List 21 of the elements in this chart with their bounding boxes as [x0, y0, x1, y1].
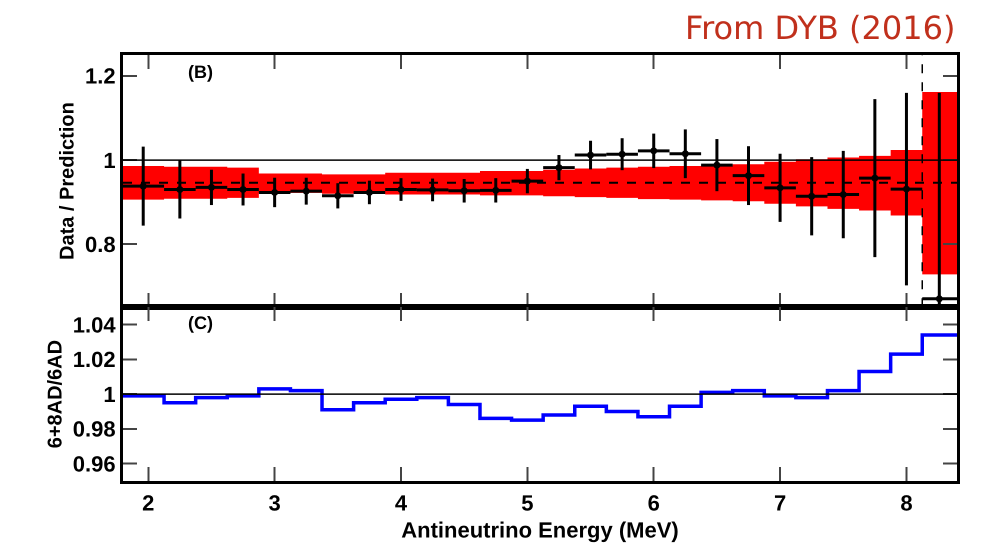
annotation: (C) — [188, 313, 213, 333]
x-axis-title: Antineutrino Energy (MeV) — [401, 517, 679, 542]
chart-title: From DYB (2016) — [685, 9, 956, 47]
y-axis-title: Data / Prediction — [56, 102, 79, 260]
y-tick-label: 1.04 — [72, 312, 116, 338]
x-tick-label: 6 — [648, 490, 660, 516]
y-tick-label: 1.02 — [72, 347, 116, 372]
x-tick-label: 8 — [900, 490, 913, 516]
y-tick-label: 1 — [103, 382, 116, 407]
annotation: (B) — [188, 62, 213, 82]
y-tick-label: 0.98 — [72, 416, 116, 442]
x-tick-label: 5 — [521, 490, 534, 516]
y-tick-label: 0.96 — [72, 451, 116, 476]
x-tick-label: 3 — [268, 490, 281, 516]
y-tick-label: 1.2 — [85, 64, 116, 89]
x-tick-label: 4 — [394, 490, 408, 516]
x-tick-label: 7 — [774, 490, 786, 516]
y-tick-label: 1 — [103, 148, 116, 173]
y-tick-label: 0.8 — [85, 232, 116, 257]
y-axis-title: 6+8AD/6AD — [44, 340, 66, 448]
x-tick-label: 2 — [142, 490, 154, 516]
